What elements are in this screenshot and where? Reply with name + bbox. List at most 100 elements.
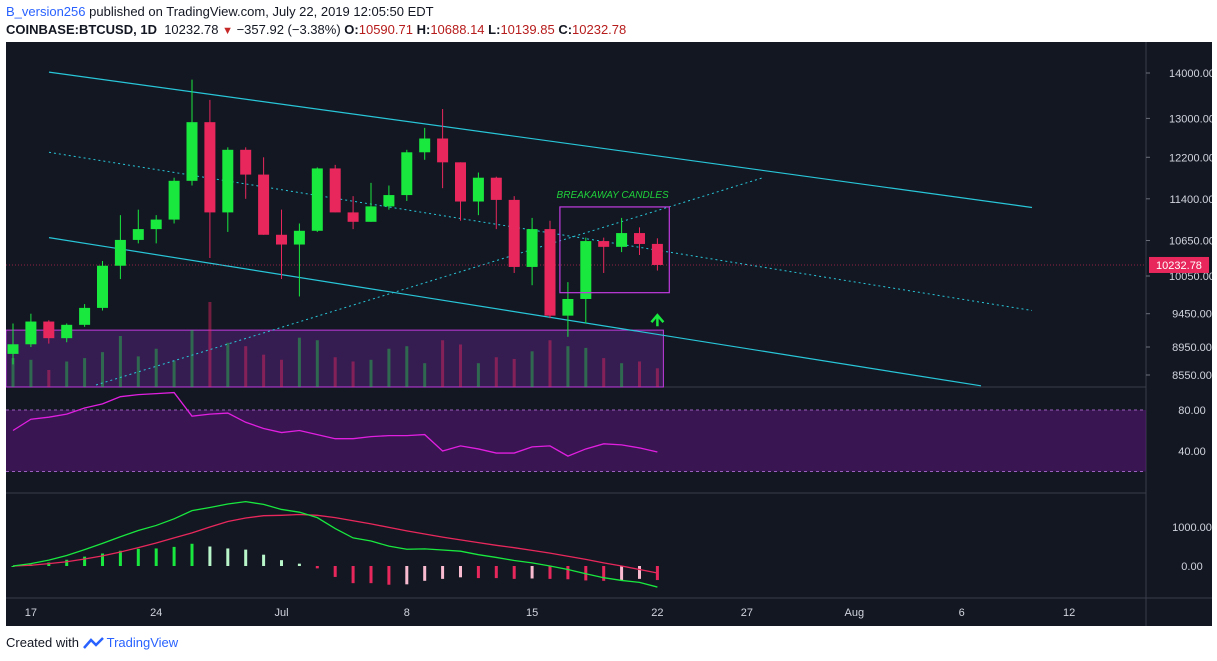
rsi-axis-label: 80.00 xyxy=(1178,405,1206,417)
price-axis-label: 9450.00 xyxy=(1172,309,1212,321)
macd-line xyxy=(12,500,658,588)
volume-bar xyxy=(405,346,409,387)
time-axis-label: 27 xyxy=(741,607,753,619)
macd-histogram-bar xyxy=(459,566,462,578)
btc-chart[interactable]: BREAKAWAY CANDLES 14000.00 13000.00 12200.… xyxy=(6,42,1212,626)
candle-body xyxy=(419,138,431,153)
macd-histogram-bar xyxy=(11,566,15,567)
candle-body xyxy=(61,324,73,339)
candle-body xyxy=(508,199,520,267)
volume-bar xyxy=(530,351,534,387)
candle-body xyxy=(490,177,502,200)
candle-body xyxy=(526,229,538,267)
volume-bar xyxy=(476,363,480,387)
high-value: 10688.14 xyxy=(430,22,485,37)
macd-histogram-bar xyxy=(83,556,87,566)
macd-axis-label: 0.00 xyxy=(1181,561,1202,573)
footer: Created with TradingView xyxy=(6,635,178,650)
price-axis-label: 10650.00 xyxy=(1169,235,1212,247)
macd-histogram-bar xyxy=(208,546,212,566)
volume-bar xyxy=(11,358,15,387)
candle-body xyxy=(25,321,37,345)
channel-lower-line xyxy=(48,237,982,387)
candle-body xyxy=(347,212,359,222)
last-price-tag-label: 10232.78 xyxy=(1156,260,1202,272)
macd-histogram-bar xyxy=(101,553,104,566)
breakaway-box xyxy=(559,206,670,294)
candle-body xyxy=(580,241,592,299)
volume-bar xyxy=(638,361,641,387)
macd-histogram-bar xyxy=(226,548,230,566)
candle-body xyxy=(437,138,449,163)
down-triangle-icon: ▼ xyxy=(222,25,233,37)
macd-histogram-bar xyxy=(548,566,552,579)
candle-body xyxy=(240,149,252,175)
last-price: 10232.78 xyxy=(164,22,219,37)
volume-bar xyxy=(494,357,498,387)
high-label: H: xyxy=(416,22,431,37)
macd-histogram-bar xyxy=(190,543,194,566)
low-value: 10139.85 xyxy=(500,22,555,37)
candle-body xyxy=(401,152,413,196)
candle-body xyxy=(258,174,270,235)
macd-histogram-bar xyxy=(494,566,498,579)
candle-body xyxy=(651,243,663,265)
last-price-tag xyxy=(1149,256,1209,273)
price-axis-label: 11400.00 xyxy=(1169,194,1212,206)
volume-bar xyxy=(602,358,606,387)
macd-histogram-bar xyxy=(280,560,283,566)
candle-body xyxy=(562,298,574,316)
volume-bar xyxy=(423,363,427,387)
macd-histogram-bar xyxy=(566,566,570,580)
low-label: L: xyxy=(488,22,501,37)
macd-histogram-bar xyxy=(512,566,516,579)
macd-histogram-bar xyxy=(387,566,391,585)
candle-body xyxy=(186,122,198,181)
macd-histogram-bar xyxy=(423,566,427,581)
created-with-text: Created with xyxy=(6,635,79,650)
macd-signal-line xyxy=(12,513,658,574)
candle-body xyxy=(204,122,216,213)
macd-histogram-bar xyxy=(369,566,373,584)
publish-text: published on TradingView.com, July 22, 2… xyxy=(89,4,434,19)
volume-bar xyxy=(548,340,552,387)
volume-bar xyxy=(584,347,588,387)
macd-histogram-bar xyxy=(244,549,248,566)
time-axis-label: 24 xyxy=(150,607,162,619)
volume-bar xyxy=(29,359,33,387)
author-username[interactable]: B_version256 xyxy=(6,4,86,19)
price-change: −357.92 (−3.38%) xyxy=(236,22,341,37)
candle-body xyxy=(329,168,341,213)
close-label: C: xyxy=(558,22,573,37)
time-axis-label: 8 xyxy=(404,607,410,619)
volume-bar xyxy=(244,346,248,387)
candle-body xyxy=(634,233,645,244)
macd-histogram-bar xyxy=(530,566,534,579)
publish-info: B_version256 published on TradingView.co… xyxy=(6,4,434,19)
channel-upper-line xyxy=(48,71,1033,209)
up-arrow-icon xyxy=(650,313,665,327)
candle-body xyxy=(97,265,108,308)
volume-bar xyxy=(118,336,122,387)
candle-body xyxy=(472,177,484,202)
candle-body xyxy=(132,229,144,240)
volume-bar xyxy=(280,359,283,387)
candle-body xyxy=(222,149,234,213)
macd-histogram-bar xyxy=(65,559,69,566)
rsi-axis-label: 40.00 xyxy=(1178,446,1206,458)
trend-dotted-line xyxy=(95,177,764,386)
volume-bar xyxy=(459,344,462,387)
volume-bar xyxy=(315,340,319,387)
volume-bar xyxy=(101,352,104,387)
macd-histogram-bar xyxy=(638,566,641,579)
close-value: 10232.78 xyxy=(572,22,627,37)
time-axis-label: Aug xyxy=(845,607,865,619)
macd-histogram-bar xyxy=(333,566,337,577)
tradingview-brand[interactable]: TradingView xyxy=(106,635,179,650)
price-axis-label: 8550.00 xyxy=(1172,370,1212,382)
volume-bar xyxy=(369,359,373,387)
candle-body xyxy=(43,321,55,339)
candle-body xyxy=(616,233,628,247)
candle-body xyxy=(455,162,466,202)
macd-histogram-bar xyxy=(136,548,140,566)
